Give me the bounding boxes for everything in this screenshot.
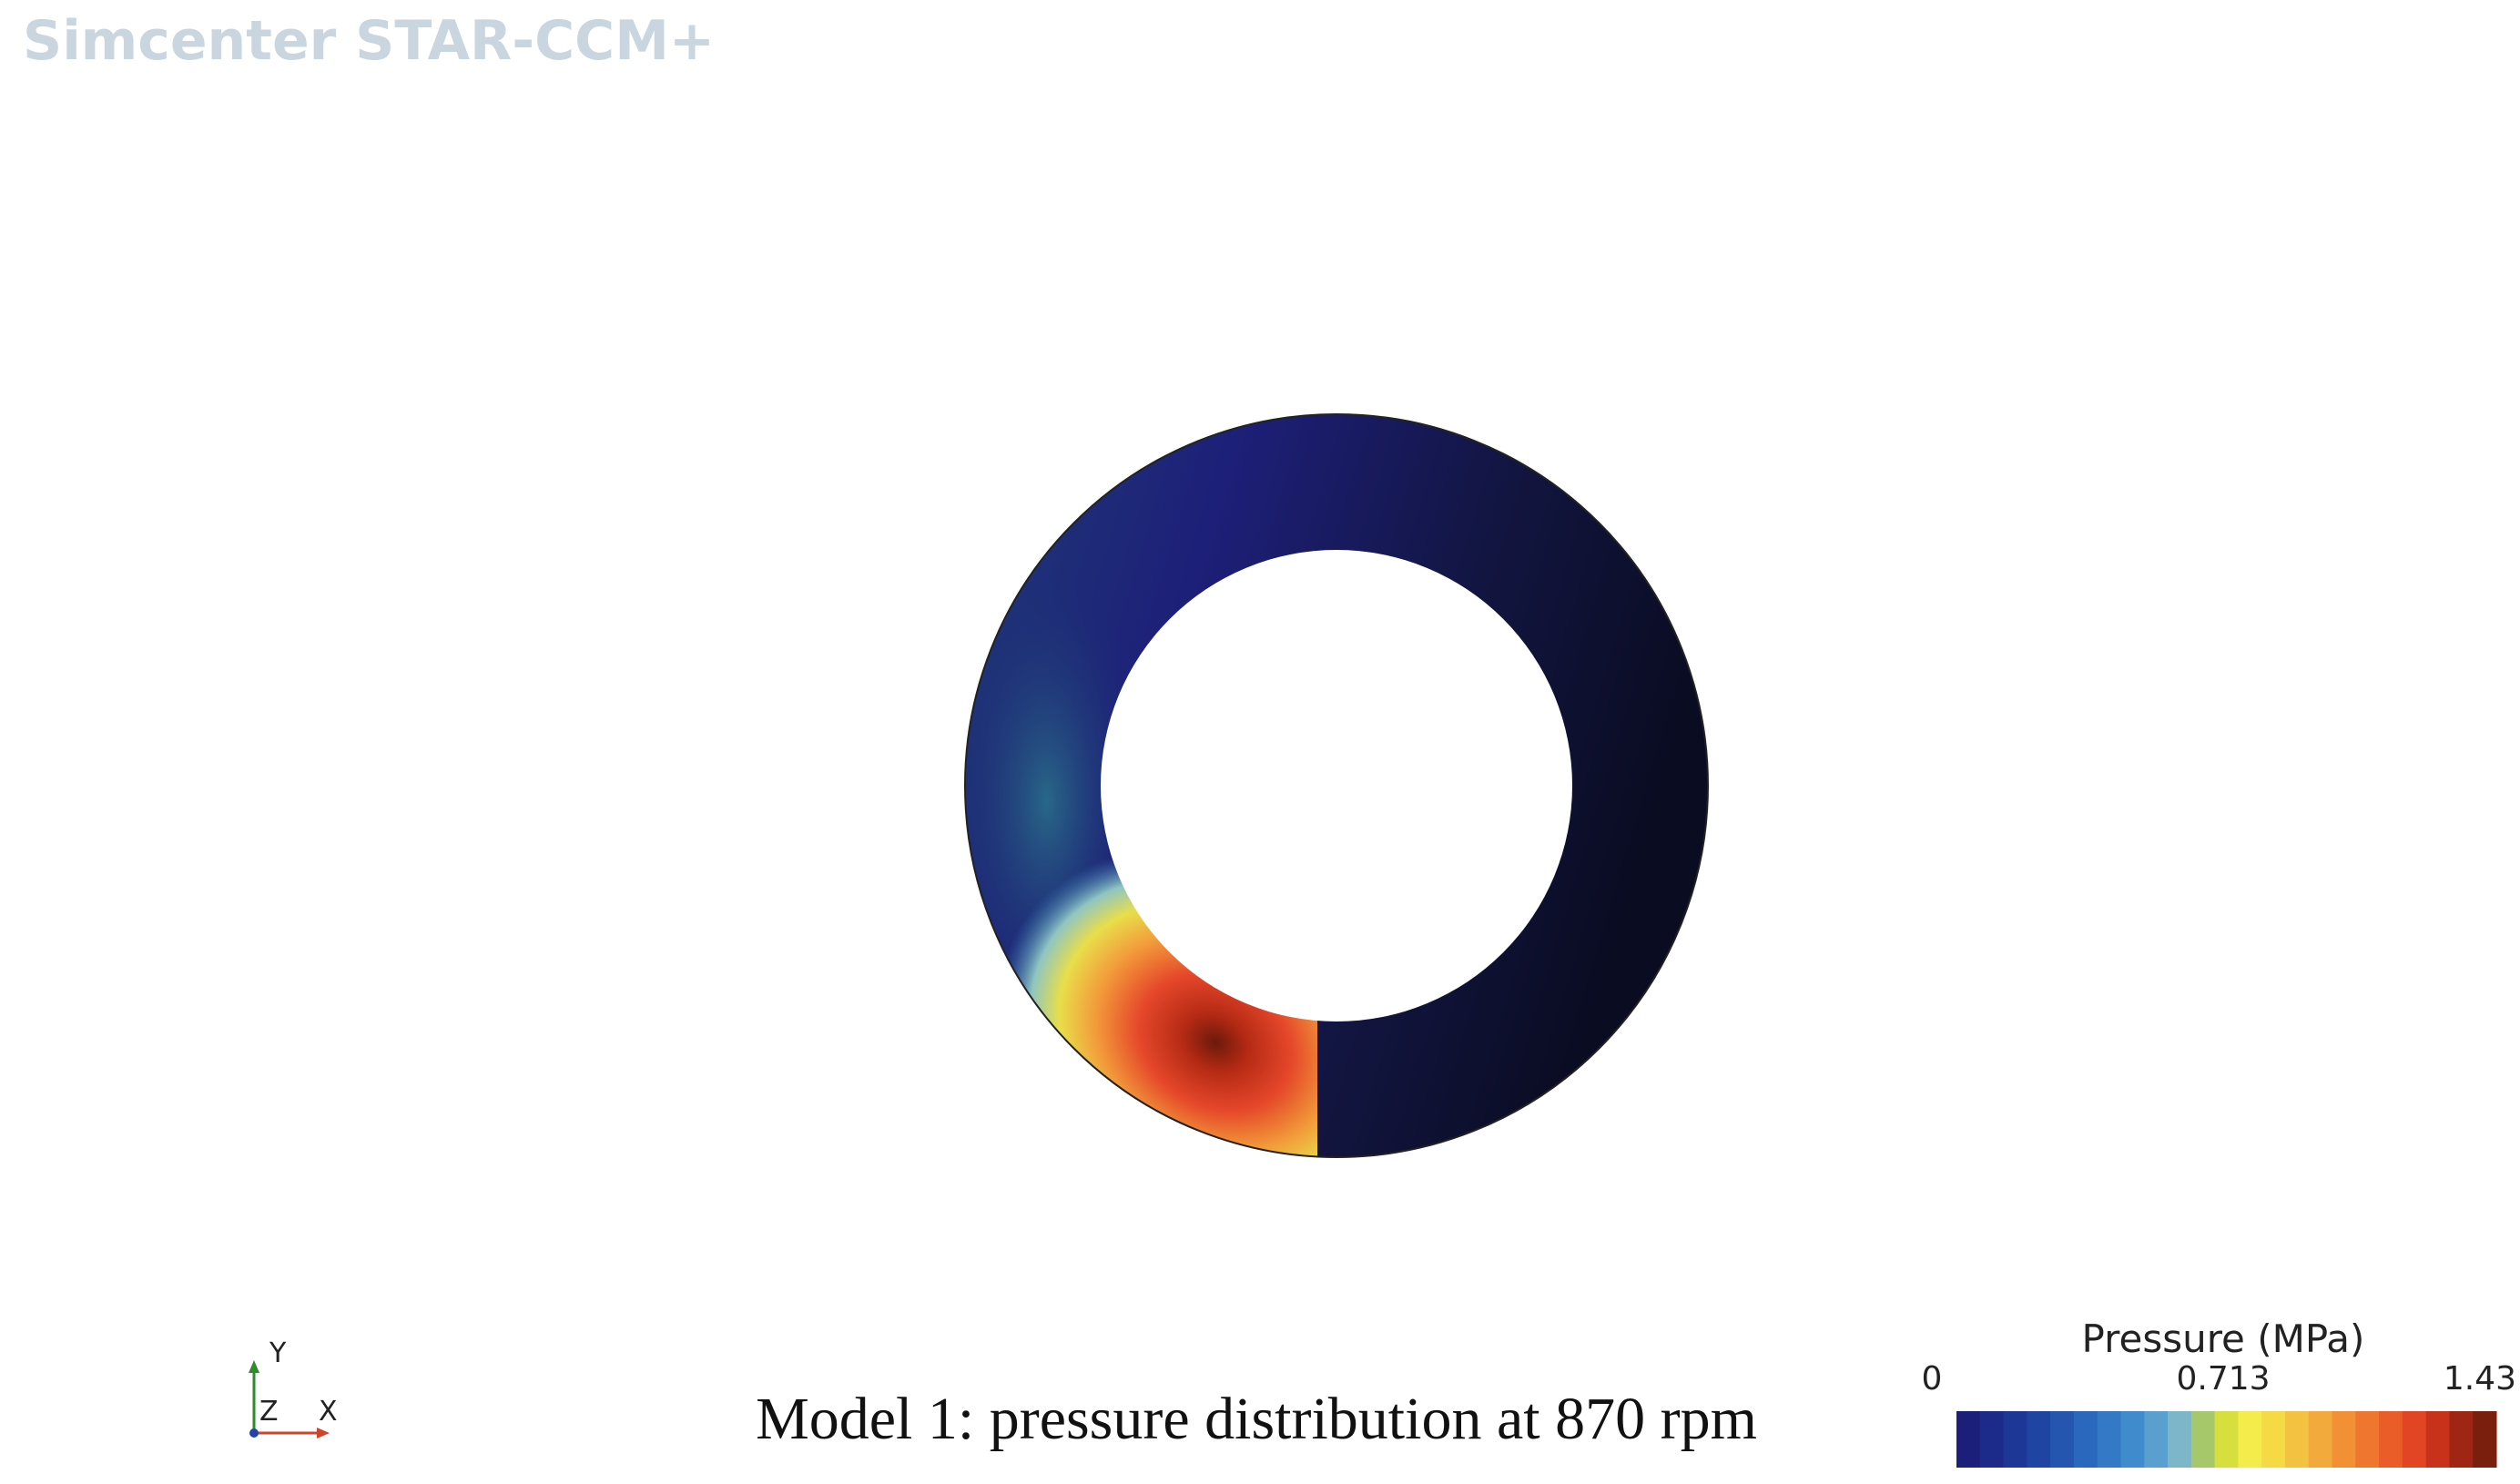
legend-swatch <box>2190 1411 2216 1468</box>
legend-swatch <box>2379 1411 2403 1468</box>
legend-tick: 0.713 <box>2176 1360 2270 1398</box>
caption: Model 1: pressure distribution at 870 rp… <box>756 1386 1757 1452</box>
legend-swatch <box>2425 1411 2450 1468</box>
axis-z-label: Z <box>259 1396 279 1428</box>
legend-swatch <box>2027 1411 2051 1468</box>
legend-swatch <box>2168 1411 2192 1468</box>
axis-triad: Y Z X <box>249 1337 338 1438</box>
legend-swatch <box>2003 1411 2027 1468</box>
legend-swatch <box>2473 1411 2497 1468</box>
legend-swatch <box>2238 1411 2262 1468</box>
legend-tick: 1.43 <box>2444 1360 2516 1398</box>
legend-swatch <box>2332 1411 2356 1468</box>
ring-outline <box>964 413 1709 1158</box>
legend-swatch <box>1979 1411 2005 1468</box>
legend-swatch <box>2308 1411 2333 1468</box>
watermark: Simcenter STAR-CCM+ <box>23 9 715 73</box>
legend-title: Pressure (MPa) <box>2082 1316 2365 1361</box>
legend-swatch <box>2284 1411 2310 1468</box>
legend-swatch <box>2261 1411 2286 1468</box>
color-legend: Pressure (MPa) 0 0.713 1.43 <box>1922 1316 2516 1468</box>
legend-swatch <box>1956 1411 1981 1468</box>
legend-swatch <box>2097 1411 2121 1468</box>
legend-swatch <box>2214 1411 2239 1468</box>
legend-swatch <box>2402 1411 2427 1468</box>
legend-tick: 0 <box>1922 1360 1943 1398</box>
legend-swatch <box>2073 1411 2098 1468</box>
legend-swatch <box>2144 1411 2169 1468</box>
pressure-ring <box>947 414 1708 1237</box>
axis-y-label: Y <box>269 1337 287 1369</box>
legend-swatch <box>2050 1411 2075 1468</box>
axis-x-label: X <box>319 1396 338 1428</box>
legend-swatch <box>2449 1411 2474 1468</box>
legend-swatch <box>2355 1411 2380 1468</box>
legend-swatch <box>2120 1411 2145 1468</box>
